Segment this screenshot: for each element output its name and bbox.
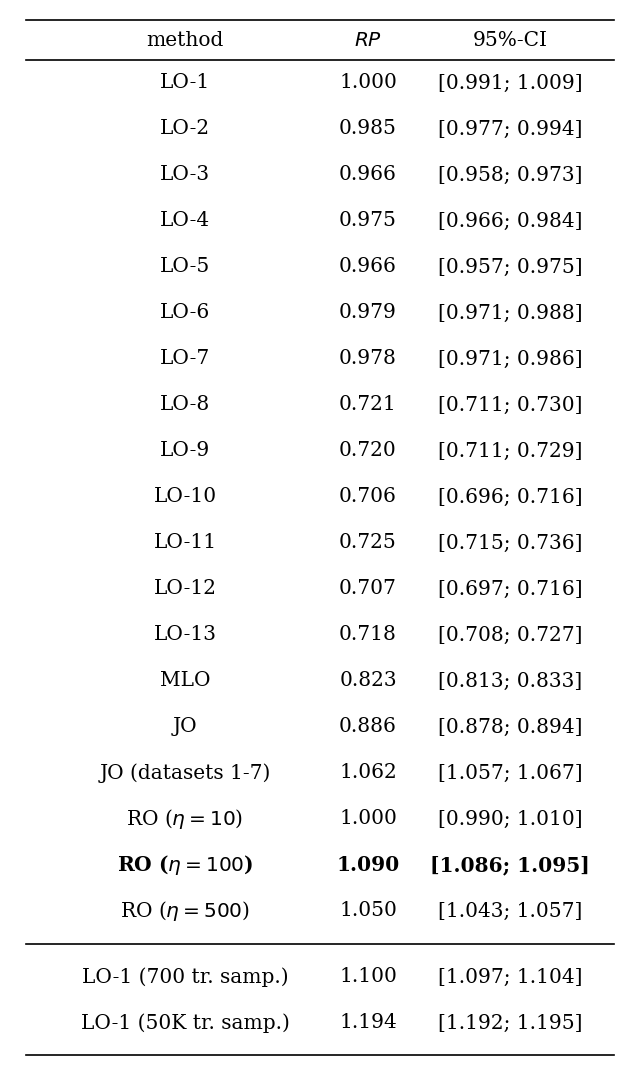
Text: 1.062: 1.062 xyxy=(339,764,397,782)
Text: LO-6: LO-6 xyxy=(160,304,210,322)
Text: LO-3: LO-3 xyxy=(160,166,210,184)
Text: 0.725: 0.725 xyxy=(339,534,397,552)
Text: LO-7: LO-7 xyxy=(160,349,210,369)
Text: LO-1 (700 tr. samp.): LO-1 (700 tr. samp.) xyxy=(82,967,288,987)
Text: LO-5: LO-5 xyxy=(160,257,210,277)
Text: 0.966: 0.966 xyxy=(339,166,397,184)
Text: LO-12: LO-12 xyxy=(154,579,216,599)
Text: 0.707: 0.707 xyxy=(339,579,397,599)
Text: 0.823: 0.823 xyxy=(339,672,397,690)
Text: 1.000: 1.000 xyxy=(339,809,397,829)
Text: 0.979: 0.979 xyxy=(339,304,397,322)
Text: LO-10: LO-10 xyxy=(154,487,216,507)
Text: [0.813; 0.833]: [0.813; 0.833] xyxy=(438,672,582,690)
Text: 0.718: 0.718 xyxy=(339,625,397,644)
Text: [0.878; 0.894]: [0.878; 0.894] xyxy=(438,717,582,737)
Text: [0.715; 0.736]: [0.715; 0.736] xyxy=(438,534,582,552)
Text: 1.050: 1.050 xyxy=(339,902,397,920)
Text: 1.100: 1.100 xyxy=(339,968,397,986)
Text: 95%-CI: 95%-CI xyxy=(472,30,547,50)
Text: 1.090: 1.090 xyxy=(337,855,399,875)
Text: JO (datasets 1-7): JO (datasets 1-7) xyxy=(99,763,271,783)
Text: LO-1: LO-1 xyxy=(160,74,210,92)
Text: LO-2: LO-2 xyxy=(160,119,210,139)
Text: [0.971; 0.986]: [0.971; 0.986] xyxy=(438,349,582,369)
Text: [0.696; 0.716]: [0.696; 0.716] xyxy=(438,487,582,507)
Text: RO ($\eta = 10$): RO ($\eta = 10$) xyxy=(126,807,244,831)
Text: LO-13: LO-13 xyxy=(154,625,216,644)
Text: [0.697; 0.716]: [0.697; 0.716] xyxy=(438,579,582,599)
Text: [0.711; 0.729]: [0.711; 0.729] xyxy=(438,442,582,460)
Text: [0.711; 0.730]: [0.711; 0.730] xyxy=(438,396,582,414)
Text: [0.977; 0.994]: [0.977; 0.994] xyxy=(438,119,582,139)
Text: LO-9: LO-9 xyxy=(160,442,210,460)
Text: [1.086; 1.095]: [1.086; 1.095] xyxy=(430,855,590,875)
Text: [0.958; 0.973]: [0.958; 0.973] xyxy=(438,166,582,184)
Text: [1.192; 1.195]: [1.192; 1.195] xyxy=(438,1013,582,1033)
Text: [0.971; 0.988]: [0.971; 0.988] xyxy=(438,304,582,322)
Text: [0.708; 0.727]: [0.708; 0.727] xyxy=(438,625,582,644)
Text: [0.966; 0.984]: [0.966; 0.984] xyxy=(438,212,582,230)
Text: [1.057; 1.067]: [1.057; 1.067] xyxy=(438,764,582,782)
Text: 0.975: 0.975 xyxy=(339,212,397,230)
Text: [1.097; 1.104]: [1.097; 1.104] xyxy=(438,968,582,986)
Text: [0.990; 1.010]: [0.990; 1.010] xyxy=(438,809,582,829)
Text: 0.978: 0.978 xyxy=(339,349,397,369)
Text: $RP$: $RP$ xyxy=(354,30,382,50)
Text: LO-11: LO-11 xyxy=(154,534,216,552)
Text: MLO: MLO xyxy=(160,672,211,690)
Text: 0.886: 0.886 xyxy=(339,717,397,737)
Text: 0.720: 0.720 xyxy=(339,442,397,460)
Text: [0.957; 0.975]: [0.957; 0.975] xyxy=(438,257,582,277)
Text: [0.991; 1.009]: [0.991; 1.009] xyxy=(438,74,582,92)
Text: [1.043; 1.057]: [1.043; 1.057] xyxy=(438,902,582,920)
Text: LO-4: LO-4 xyxy=(160,212,210,230)
Text: 0.985: 0.985 xyxy=(339,119,397,139)
Text: RO ($\eta = 100$): RO ($\eta = 100$) xyxy=(117,853,253,877)
Text: RO ($\eta = 500$): RO ($\eta = 500$) xyxy=(120,899,250,923)
Text: method: method xyxy=(147,30,224,50)
Text: LO-8: LO-8 xyxy=(160,396,210,414)
Text: 0.721: 0.721 xyxy=(339,396,397,414)
Text: JO: JO xyxy=(173,717,197,737)
Text: 1.000: 1.000 xyxy=(339,74,397,92)
Text: LO-1 (50K tr. samp.): LO-1 (50K tr. samp.) xyxy=(81,1013,289,1033)
Text: 0.706: 0.706 xyxy=(339,487,397,507)
Text: 0.966: 0.966 xyxy=(339,257,397,277)
Text: 1.194: 1.194 xyxy=(339,1013,397,1033)
